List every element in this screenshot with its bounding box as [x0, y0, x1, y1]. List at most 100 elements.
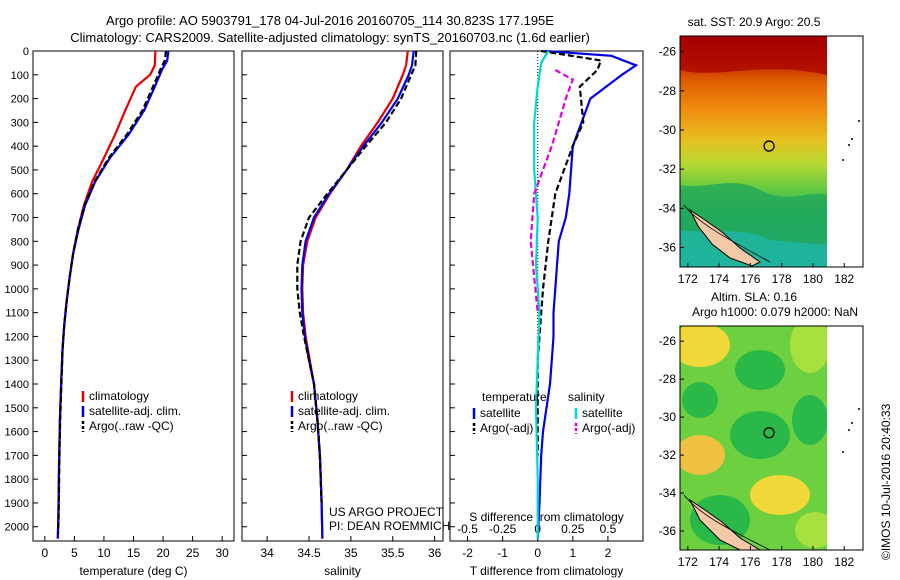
- series-line-argo-raw-qc-: [296, 50, 418, 503]
- x-tick-label: 10: [97, 546, 111, 560]
- plot-frame: [32, 50, 235, 542]
- map-y-tick-label: -26: [659, 334, 677, 348]
- legend-label: Argo(..raw -QC): [89, 419, 174, 433]
- difference-profile-panel: -2 -1 0 1 2 T difference from climatology -0.5…: [449, 49, 644, 578]
- map-x-tick-label: 180: [803, 272, 823, 286]
- project-annotation: PI: DEAN ROEMMICH: [329, 519, 450, 533]
- legend-label: satellite: [582, 406, 623, 420]
- x-tick-label: 0: [534, 546, 541, 560]
- map-y-tick-label: -34: [659, 201, 677, 215]
- coastline-shape: [688, 498, 761, 550]
- map-x-tick-label: 174: [709, 272, 729, 286]
- island-marks: [842, 120, 860, 161]
- y-tick-label: 1200: [5, 331, 29, 343]
- map-x-tick-label: 176: [740, 272, 760, 286]
- legend-title: temperature: [482, 390, 547, 404]
- y-tick-label: 1400: [5, 379, 29, 391]
- x-tick-label: 36: [428, 546, 442, 560]
- y-tick-label: 1600: [5, 427, 29, 439]
- figure-title-line1: Argo profile: AO 5903791_178 04-Jul-2016…: [106, 13, 554, 28]
- y-tick-label: 200: [11, 94, 29, 106]
- sla-heatmap: [680, 326, 827, 550]
- map-x-tick-label: 178: [772, 555, 792, 569]
- x-tick-label: 20: [156, 546, 170, 560]
- map-x-tick-label: 174: [709, 555, 729, 569]
- map-y-tick-label: -32: [659, 162, 677, 176]
- y-tick-label: 1900: [5, 498, 29, 510]
- legend-label: climatology: [298, 389, 358, 403]
- y-tick-label: 1700: [5, 450, 29, 462]
- y-tick-label: 0: [23, 46, 29, 58]
- top-tick-label: -0.25: [489, 522, 517, 536]
- coastline-shape: [688, 208, 761, 267]
- x-tick-label: 2: [605, 546, 612, 560]
- x-tick-label: 25: [186, 546, 200, 560]
- y-tick-label: 800: [11, 236, 29, 248]
- plot-frame: [241, 50, 444, 542]
- x-tick-label: -2: [462, 546, 473, 560]
- legend-label: satellite: [480, 406, 521, 420]
- salinity-profile-panel: 34 34.5 35 35.5 36 salinity climatologysatelli…: [241, 50, 450, 578]
- y-tick-label: 1800: [5, 474, 29, 486]
- temperature-profile-panel: 0 5 10 15 20 25 30 temperature (deg C) 0 100 200 30…: [5, 46, 235, 578]
- legend-label: Argo(..raw -QC): [298, 419, 383, 433]
- x-axis-label: salinity: [324, 564, 361, 578]
- argo-location-marker: [763, 427, 775, 439]
- island-marks: [842, 408, 860, 453]
- x-tick-label: 1: [569, 546, 576, 560]
- map-y-tick-label: -26: [659, 45, 677, 59]
- x-axis-label: T difference from climatology: [470, 564, 624, 578]
- legend-title: salinity: [568, 390, 605, 404]
- y-tick-label: 1300: [5, 355, 29, 367]
- legend-label: climatology: [89, 389, 149, 403]
- plot-frame: [449, 50, 644, 542]
- series-line-argo-adj-: [529, 69, 575, 313]
- y-tick-label: 100: [11, 70, 29, 82]
- map-x-tick-label: 172: [678, 272, 698, 286]
- x-tick-label: 0: [41, 546, 48, 560]
- y-tick-label: 2000: [5, 522, 29, 534]
- series-line-satellite: [533, 50, 550, 539]
- y-tick-label: 300: [11, 117, 29, 129]
- y-tick-label: 1500: [5, 403, 29, 415]
- map-x-tick-label: 178: [772, 272, 792, 286]
- top-tick-label: 0.5: [600, 522, 617, 536]
- x-tick-label: 15: [127, 546, 141, 560]
- y-tick-label: 1000: [5, 284, 29, 296]
- map-x-tick-label: 182: [834, 272, 854, 286]
- map-x-tick-label: 180: [803, 555, 823, 569]
- sla-map-title-line2: Argo h1000: 0.079 h2000: NaN: [692, 305, 858, 319]
- y-tick-label: 600: [11, 189, 29, 201]
- map-y-tick-label: -34: [659, 486, 677, 500]
- map-y-tick-label: -36: [659, 240, 677, 254]
- top-tick-label: -0.5: [457, 522, 478, 536]
- sst-map-title: sat. SST: 20.9 Argo: 20.5: [688, 15, 821, 29]
- x-axis-label: temperature (deg C): [79, 564, 187, 578]
- x-tick-label: -1: [497, 546, 508, 560]
- legend-label: Argo(-adj): [480, 421, 533, 435]
- sla-map-title-line1: Altim. SLA: 0.16: [711, 290, 797, 304]
- y-tick-label: 400: [11, 141, 29, 153]
- map-y-tick-label: -28: [659, 84, 677, 98]
- map-y-tick-label: -36: [659, 524, 677, 538]
- map-y-tick-label: -32: [659, 448, 677, 462]
- map-x-tick-label: 172: [678, 555, 698, 569]
- map-y-tick-label: -28: [659, 372, 677, 386]
- x-tick-label: 35.5: [381, 546, 405, 560]
- legend-label: satellite-adj. clim.: [298, 404, 390, 418]
- x-tick-label: 34.5: [297, 546, 321, 560]
- sst-map-panel: sat. SST: 20.9 Argo: 20.5 172 174 176 178 18…: [659, 15, 864, 286]
- sla-map-panel: Altim. SLA: 0.16 Argo h1000: 0.079 h2000…: [659, 290, 864, 569]
- map-x-tick-label: 182: [834, 555, 854, 569]
- figure-title-line2: Climatology: CARS2009. Satellite-adjuste…: [70, 30, 590, 45]
- y-tick-label: 1100: [5, 308, 29, 320]
- argo-location-marker: [763, 140, 775, 152]
- legend-label: satellite-adj. clim.: [89, 404, 181, 418]
- top-tick-label: 0.25: [561, 522, 585, 536]
- y-tick-label: 700: [11, 213, 29, 225]
- timestamp-stamp: ©IMOS 10-Jul-2016 20:40:33: [879, 403, 893, 560]
- y-tick-label: 900: [11, 260, 29, 272]
- project-annotation: US ARGO PROJECT: [329, 505, 444, 519]
- legend-label: Argo(-adj): [582, 421, 635, 435]
